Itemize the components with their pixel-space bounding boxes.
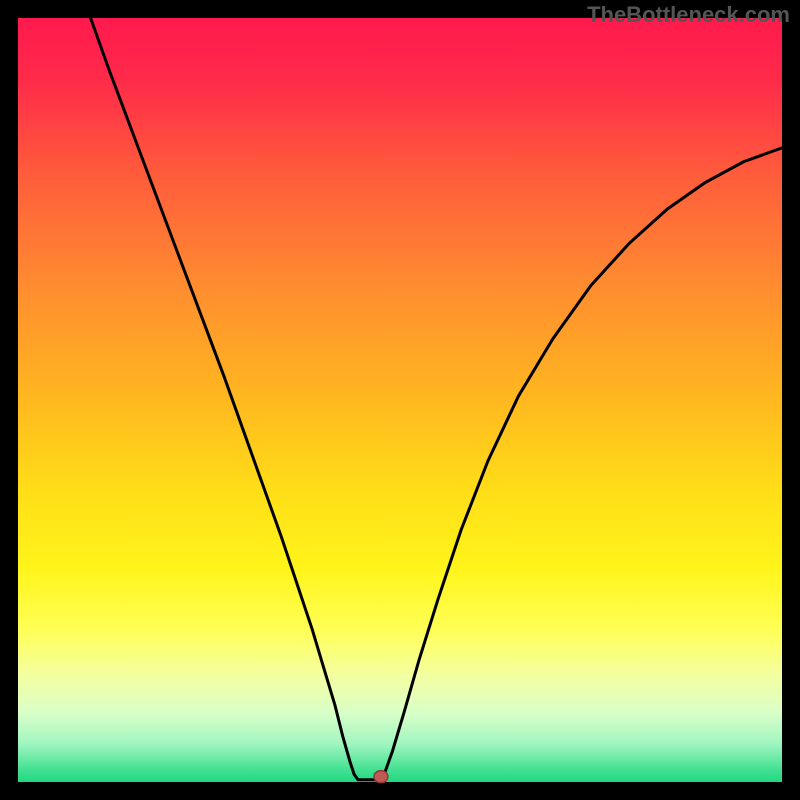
- minimum-marker: [374, 771, 388, 783]
- watermark-text: TheBottleneck.com: [587, 2, 790, 28]
- chart-svg: [0, 0, 800, 800]
- bottleneck-chart: TheBottleneck.com: [0, 0, 800, 800]
